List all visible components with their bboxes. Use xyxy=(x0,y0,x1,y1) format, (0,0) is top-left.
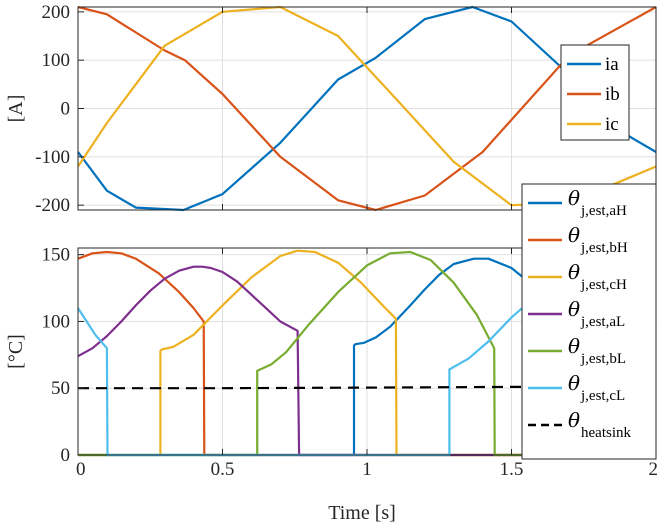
legend-entry-subscript: j,est,bH xyxy=(580,240,628,256)
x-tick-label: 0 xyxy=(76,459,86,480)
y-tick-label: 200 xyxy=(42,2,71,23)
legend: ia ib ic xyxy=(560,44,630,141)
legend-entry-symbol: θ xyxy=(568,408,580,432)
x-axis-label: Time [s] xyxy=(328,502,396,522)
legend-entry-symbol: θ xyxy=(568,297,580,321)
y-axis-label: [A] xyxy=(5,95,27,123)
legend-box xyxy=(521,183,657,460)
x-tick-label: 1.5 xyxy=(500,459,524,480)
y-tick-label: 100 xyxy=(42,50,71,71)
legend-entry-subscript: j,est,cH xyxy=(580,277,627,293)
legend-entry-subscript: j,est,cL xyxy=(580,388,625,404)
series-line-j,est,cH xyxy=(78,249,656,457)
legend-entry-subscript: j,est,aL xyxy=(580,314,625,330)
y-tick-label: -100 xyxy=(35,147,70,168)
legend-entry-symbol: θ xyxy=(568,186,580,210)
y-tick-label: 50 xyxy=(51,378,70,399)
y-axis-label: [°C] xyxy=(5,334,27,369)
series-line-heatsink xyxy=(78,385,656,390)
legend-entry-symbol: θ xyxy=(568,371,580,395)
legend-entry-subscript: j,est,aH xyxy=(580,203,627,219)
y-tick-label: -200 xyxy=(35,195,70,216)
series-line-ib xyxy=(77,5,657,212)
legend-entry-subscript: heatsink xyxy=(581,425,631,441)
legend-entry-subscript: j,est,bL xyxy=(580,351,626,367)
legend-entry-label: ia xyxy=(605,54,619,75)
series-line-j,est,aL xyxy=(77,265,656,457)
top-axes-current: -200 -100 0 100 200 [A] ia ib ic xyxy=(5,2,657,216)
series-line-j,est,bH xyxy=(77,250,656,457)
x-tick-label: 0.5 xyxy=(211,459,235,480)
y-tick-label: 0 xyxy=(61,445,71,466)
y-tick-label: 150 xyxy=(42,245,71,266)
y-tick-label: 100 xyxy=(42,311,71,332)
legend-entry-label: ic xyxy=(605,114,619,135)
series-line-j,est,bL xyxy=(78,250,656,457)
legend-entry-symbol: θ xyxy=(568,260,580,284)
legend-entry-symbol: θ xyxy=(568,223,580,247)
x-tick-label: 2 xyxy=(649,459,657,480)
legend-entry-label: ib xyxy=(605,84,620,105)
legend-entry-symbol: θ xyxy=(568,334,580,358)
x-tick-label: 1 xyxy=(362,459,372,480)
legend: θj,est,aHθj,est,bHθj,est,cHθj,est,aLθj,e… xyxy=(521,183,657,460)
y-tick-label: 0 xyxy=(61,99,71,120)
